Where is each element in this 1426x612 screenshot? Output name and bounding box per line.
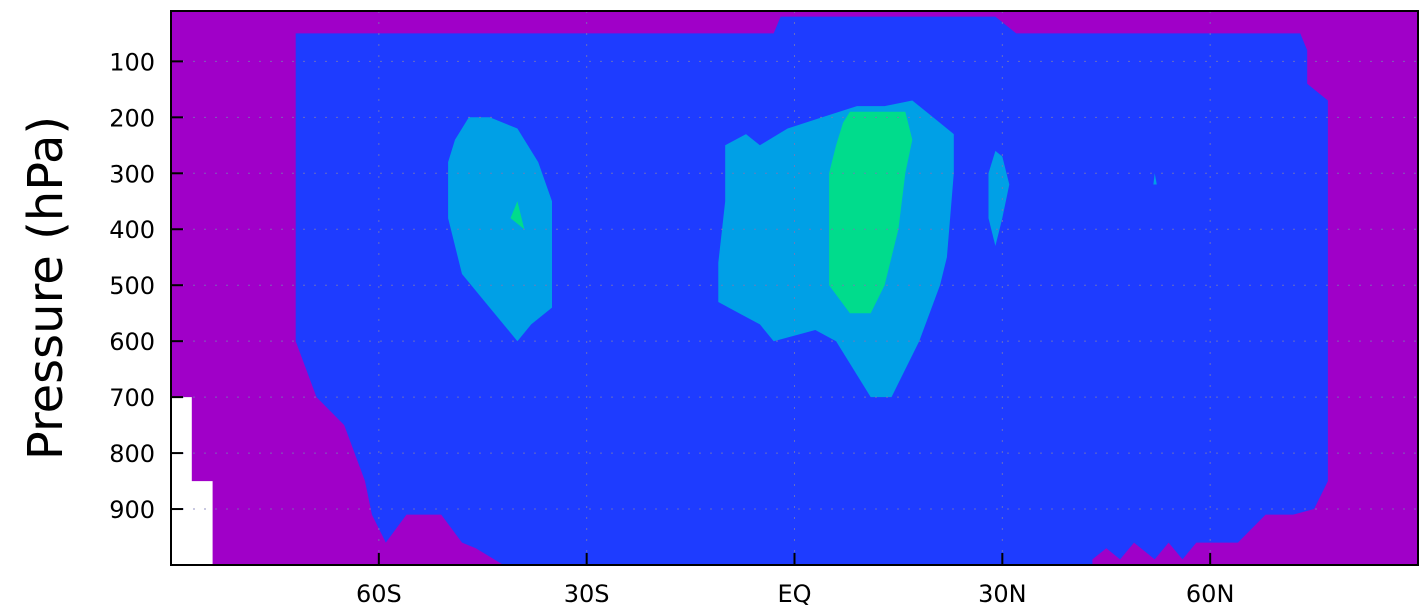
y-tick-label: 200 bbox=[109, 104, 155, 132]
y-tick-label: 700 bbox=[109, 384, 155, 412]
y-tick-label: 900 bbox=[109, 496, 155, 524]
gridlines bbox=[171, 11, 1418, 565]
contour-region-level_2-2 bbox=[448, 117, 552, 342]
contour-region-level_3-5 bbox=[510, 201, 525, 230]
y-tick-label: 400 bbox=[109, 216, 155, 244]
contour-region-level_2-7 bbox=[1153, 173, 1157, 185]
y-tick-label: 100 bbox=[109, 48, 155, 76]
y-axis-title: Pressure (hPa) bbox=[18, 116, 74, 460]
y-tick-label: 600 bbox=[109, 328, 155, 356]
x-tick-label: 30S bbox=[564, 580, 610, 608]
contour-region-missing-0 bbox=[171, 397, 213, 565]
y-tick-label: 300 bbox=[109, 160, 155, 188]
x-tick-label: EQ bbox=[777, 580, 811, 608]
contour-region-level_3-4 bbox=[829, 111, 913, 314]
y-tick-label: 800 bbox=[109, 440, 155, 468]
x-tick-label: 30N bbox=[978, 580, 1027, 608]
contour-region-level_2-6 bbox=[988, 150, 1010, 246]
x-tick-label: 60S bbox=[356, 580, 402, 608]
x-tick-label: 60N bbox=[1186, 580, 1235, 608]
axis-ticks: 60S 30S EQ 30N 60N 100 200 300 400 500 600 700 800 90… bbox=[109, 48, 1234, 608]
y-tick-label: 500 bbox=[109, 272, 155, 300]
